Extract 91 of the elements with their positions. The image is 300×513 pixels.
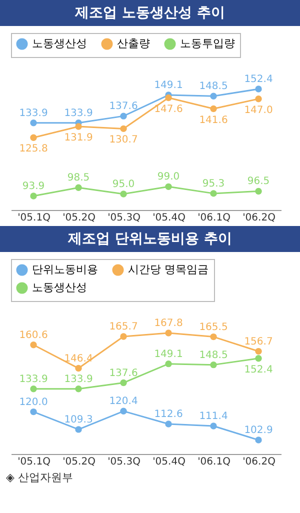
data-label: 149.1 (154, 348, 183, 360)
point (165, 360, 172, 368)
data-label: 147.6 (154, 104, 183, 115)
data-label: 120.4 (109, 396, 138, 408)
x-tick-label: '05.3Q (108, 212, 141, 224)
point (210, 422, 217, 430)
point (120, 112, 127, 120)
data-label: 112.6 (154, 409, 183, 420)
point (210, 190, 217, 197)
point (120, 333, 127, 340)
data-label: 137.6 (109, 368, 138, 379)
x-tick-label: '06.2Q (242, 212, 276, 224)
data-label: 133.9 (64, 108, 93, 119)
data-label: 133.9 (19, 108, 48, 119)
x-tick-label: '05.4Q (152, 212, 186, 224)
data-label: 125.8 (19, 144, 48, 155)
legend-label: 산출량 (117, 37, 150, 50)
point (75, 123, 82, 130)
x-tick-label: '05.3Q (108, 456, 141, 468)
data-label: 96.5 (247, 176, 270, 188)
point (30, 408, 37, 416)
x-tick-label: '05.4Q (152, 456, 186, 468)
point (30, 119, 37, 126)
point (75, 426, 82, 433)
point (75, 386, 82, 392)
data-label: 137.6 (109, 101, 138, 112)
data-label: 165.7 (109, 321, 138, 332)
x-tick-label: '06.2Q (242, 456, 276, 468)
data-label: 130.7 (109, 134, 138, 146)
legend-label: 노동생산성 (32, 281, 87, 294)
data-label: 111.4 (199, 410, 228, 422)
x-tick-label: '06.1Q (198, 456, 231, 468)
data-label: 102.9 (244, 425, 273, 436)
data-label: 152.4 (244, 74, 273, 85)
point (30, 192, 37, 200)
point (120, 125, 127, 132)
data-label: 149.1 (154, 80, 183, 92)
legend-label: 단위노동비용 (32, 263, 98, 276)
point (210, 105, 217, 112)
data-label: 120.0 (19, 396, 48, 408)
legend-label: 노동투입량 (180, 37, 235, 50)
point (255, 86, 262, 92)
data-label: 167.8 (154, 318, 183, 329)
x-tick-label: '06.1Q (198, 212, 231, 224)
data-label: 156.7 (244, 336, 273, 348)
data-label: 109.3 (64, 414, 93, 426)
data-label: 160.6 (19, 330, 48, 341)
point (30, 386, 37, 392)
x-tick-label: '05.1Q (18, 456, 51, 468)
data-label: 152.4 (244, 364, 273, 376)
legend-label: 시간당 명목임금 (128, 263, 208, 276)
data-label: 133.9 (19, 374, 48, 385)
point (210, 361, 217, 368)
point (165, 330, 172, 336)
data-label: 148.5 (199, 81, 228, 92)
data-label: 98.5 (67, 172, 90, 184)
point (255, 188, 262, 195)
data-label: 93.9 (22, 181, 45, 192)
chart-title: 제조업 단위노동비용 추이 (0, 226, 300, 252)
x-tick-label: '05.1Q (18, 212, 51, 224)
data-label: 95.0 (112, 178, 135, 190)
point (255, 436, 262, 444)
x-tick-label: '05.2Q (62, 212, 96, 224)
text: ◈ 산업자원부 (5, 470, 74, 485)
point (30, 342, 37, 348)
point (210, 333, 217, 340)
point (255, 355, 262, 362)
point (255, 96, 262, 102)
data-label: 131.9 (64, 132, 93, 144)
data-label: 148.5 (199, 350, 228, 361)
point (210, 92, 217, 100)
data-label: 147.0 (244, 104, 273, 116)
point (165, 183, 172, 190)
data-label: 141.6 (199, 114, 228, 126)
data-label: 165.5 (199, 322, 228, 333)
point (120, 190, 127, 198)
point (75, 184, 82, 191)
x-tick-label: '05.2Q (62, 456, 96, 468)
point (75, 364, 82, 372)
point (165, 420, 172, 428)
point (120, 408, 127, 414)
point (30, 134, 37, 141)
data-label: 99.0 (157, 172, 180, 183)
chart-title: 제조업 노동생산성 추이 (0, 0, 300, 26)
data-label: 95.3 (202, 178, 225, 190)
legend-label: 노동생산성 (32, 37, 87, 50)
point (120, 379, 127, 386)
data-label: 133.9 (64, 374, 93, 385)
data-label: 146.4 (64, 353, 93, 364)
point (165, 94, 172, 102)
point (255, 348, 262, 355)
